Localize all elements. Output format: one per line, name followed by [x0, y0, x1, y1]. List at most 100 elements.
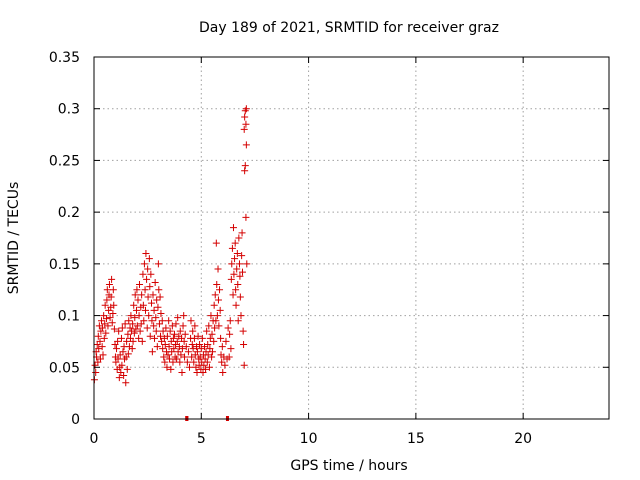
- data-point: [165, 343, 173, 351]
- data-point: [228, 260, 236, 268]
- data-point: [158, 317, 166, 325]
- data-point: [241, 113, 249, 121]
- data-point: [164, 351, 172, 359]
- data-point: [228, 244, 236, 252]
- data-point: [99, 351, 107, 359]
- data-point: [241, 167, 249, 175]
- data-point: [149, 291, 157, 299]
- data-point: [230, 270, 238, 278]
- data-point: [208, 330, 216, 338]
- data-point: [188, 353, 196, 361]
- data-point: [151, 278, 159, 286]
- data-point: [236, 272, 244, 280]
- data-point: [150, 322, 158, 330]
- data-point: [234, 281, 242, 289]
- data-point: [103, 286, 111, 294]
- data-point: [115, 327, 123, 335]
- data-points: [90, 105, 251, 421]
- data-point: [162, 324, 170, 332]
- data-point: [202, 365, 210, 373]
- data-point: [146, 332, 154, 340]
- data-point: [141, 286, 149, 294]
- data-point: [135, 312, 143, 320]
- data-point: [178, 368, 186, 376]
- data-point: [123, 337, 131, 345]
- data-point: [105, 281, 113, 289]
- data-point: [231, 239, 239, 247]
- data-point: [180, 312, 188, 320]
- data-point: [163, 363, 171, 371]
- data-point: [167, 365, 175, 373]
- data-point: [210, 301, 218, 309]
- data-point: [208, 348, 216, 356]
- data-point: [174, 314, 182, 322]
- data-point: [109, 310, 117, 318]
- x-axis-label: GPS time / hours: [290, 458, 407, 474]
- plot-frame: [93, 56, 610, 420]
- data-point: [211, 291, 219, 299]
- data-point: [233, 265, 241, 273]
- data-point: [103, 296, 111, 304]
- data-point: [224, 324, 232, 332]
- data-point: [161, 358, 169, 366]
- data-point: [94, 332, 102, 340]
- data-point: [127, 312, 135, 320]
- data-point: [120, 372, 128, 380]
- data-point: [124, 350, 132, 358]
- data-point: [217, 334, 225, 342]
- data-point: [180, 337, 188, 345]
- data-point: [205, 322, 213, 330]
- x-tick-label: 20: [514, 431, 532, 447]
- data-point: [181, 330, 189, 338]
- data-point: [203, 358, 211, 366]
- data-point: [130, 329, 138, 337]
- data-point: [189, 327, 197, 335]
- data-point: [190, 334, 198, 342]
- data-point: [159, 345, 167, 353]
- data-point: [153, 296, 161, 304]
- data-point: [115, 374, 123, 382]
- data-point: [238, 229, 246, 237]
- data-point: [235, 260, 243, 268]
- data-point: [138, 291, 146, 299]
- data-point: [218, 358, 226, 366]
- y-tick-label: 0.15: [49, 257, 80, 273]
- data-point: [203, 327, 211, 335]
- data-point: [98, 317, 106, 325]
- data-point: [140, 317, 148, 325]
- data-point: [240, 361, 248, 369]
- data-point: [208, 353, 216, 361]
- data-point: [154, 303, 162, 311]
- data-point: [143, 324, 151, 332]
- data-point: [156, 293, 164, 301]
- data-point: [92, 368, 100, 376]
- data-point: [211, 324, 219, 332]
- data-point: [173, 337, 181, 345]
- data-point: [132, 306, 140, 314]
- data-point: [200, 361, 208, 369]
- data-point: [96, 337, 104, 345]
- data-point: [145, 312, 153, 320]
- data-point: [182, 343, 190, 351]
- data-point: [232, 286, 240, 294]
- data-point: [242, 141, 250, 149]
- data-point: [135, 334, 143, 342]
- data-point: [148, 317, 156, 325]
- data-point: [237, 312, 245, 320]
- data-point: [142, 250, 150, 258]
- x-tick-labels: 0 5 10 15 20: [90, 431, 533, 447]
- data-point: [134, 296, 142, 304]
- data-point: [190, 358, 198, 366]
- data-point: [131, 291, 139, 299]
- data-point: [110, 325, 118, 333]
- data-point: [243, 260, 251, 268]
- data-point: [104, 322, 112, 330]
- data-point: [216, 306, 224, 314]
- data-point: [128, 345, 136, 353]
- data-point: [222, 337, 230, 345]
- data-point: [139, 270, 147, 278]
- y-tick-label: 0.3: [58, 102, 80, 118]
- data-point: [119, 348, 127, 356]
- data-point: [147, 270, 155, 278]
- data-point: [157, 332, 165, 340]
